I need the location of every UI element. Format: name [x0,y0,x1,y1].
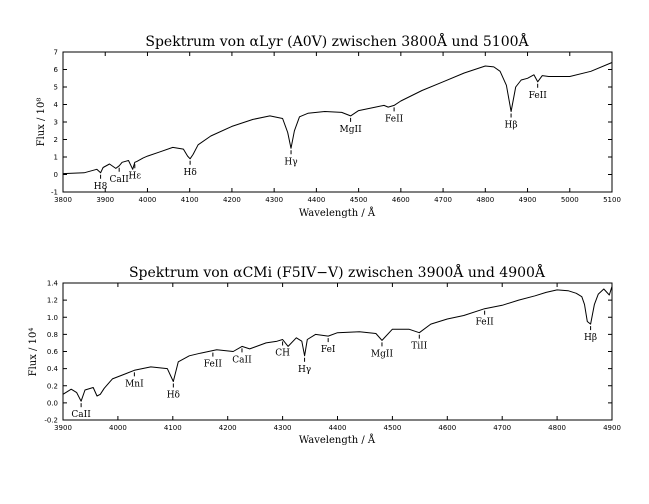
x-tick-label: 4700 [493,424,511,432]
x-axis-procyon: 3900 4000 4100 4200 4300 4400 4500 4600 4700 4800… [54,283,621,432]
line-annotation: TiII [411,342,427,352]
line-annotations-procyon: CaII MnI Hδ FeII CaII CH Hγ FeI MgII TiII FeII Hβ [71,310,597,420]
y-tick-label: 6 [54,66,59,74]
line-annotation: FeII [476,318,495,328]
spectrum-line-procyon [62,286,613,402]
x-tick-label: 3900 [96,196,114,204]
chart-title-procyon: Spektrum von αCMi (F5IV−V) zwischen 3900… [129,263,546,281]
line-annotation: MgII [371,349,394,359]
x-axis-vega: 3800 3900 4000 4100 4200 4300 4400 4500 4600 4700… [54,52,621,204]
x-tick-label: 5100 [603,196,621,204]
line-annotation: FeII [529,91,548,101]
x-tick-label: 4400 [329,424,347,432]
y-axis-label-procyon: Flux / 10⁴ [28,328,39,377]
y-tick-label: 1.4 [47,280,59,288]
spectrum-line-vega [62,62,613,175]
x-tick-label: 4000 [109,424,127,432]
line-annotation: Hβ [584,333,597,343]
y-axis-vega: -1 0 1 2 3 4 5 6 7 [51,49,612,197]
x-tick-label: 4000 [139,196,157,204]
x-tick-label: 4100 [164,424,182,432]
y-tick-label: 5 [54,84,58,92]
x-tick-label: 4300 [274,424,292,432]
y-tick-label: 0.4 [47,365,59,373]
x-tick-label: 4400 [307,196,325,204]
x-tick-label: 4600 [392,196,410,204]
y-tick-label: 0 [54,171,58,179]
line-annotation: H8 [94,182,108,192]
x-tick-label: 4900 [603,424,621,432]
y-tick-label: 0.0 [47,399,58,407]
x-axis-label-vega: Wavelength / Å [299,207,376,219]
plot-frame-procyon [62,282,613,421]
x-tick-label: 4600 [438,424,456,432]
y-tick-label: 2 [54,136,58,144]
x-tick-label: 4100 [181,196,199,204]
line-annotation: Hγ [284,157,297,167]
y-tick-label: 3 [54,119,58,127]
chart-procyon-spectrum: Spektrum von αCMi (F5IV−V) zwischen 3900… [28,263,621,446]
y-tick-label: -1 [51,189,58,197]
x-tick-label: 4200 [219,424,237,432]
y-tick-label: 7 [54,49,58,57]
line-annotation: MgII [340,125,363,135]
line-annotation: MnI [125,379,144,389]
x-tick-label: 3900 [54,424,72,432]
chart-vega-spectrum: Spektrum von αLyr (A0V) zwischen 3800Å u… [36,32,621,219]
line-annotation: CaII [71,410,91,420]
line-annotation: Hδ [167,390,180,400]
line-annotation: FeI [321,345,336,355]
line-annotation: Hδ [183,168,196,178]
y-tick-label: 4 [54,101,59,109]
line-annotation: FeII [385,114,404,124]
line-annotation: FeII [204,360,223,370]
y-axis-label-vega: Flux / 10⁸ [36,98,47,147]
x-tick-label: 3800 [54,196,72,204]
plot-frame-vega [62,51,613,193]
x-tick-label: 5000 [561,196,579,204]
x-tick-label: 4800 [476,196,494,204]
x-tick-label: 4200 [223,196,241,204]
line-annotation: Hβ [505,121,518,131]
y-tick-label: -0.2 [44,417,58,425]
line-annotation: Hγ [298,365,311,375]
y-tick-label: 0.8 [47,331,58,339]
x-tick-label: 4500 [350,196,368,204]
y-tick-label: 1 [54,154,58,162]
y-tick-label: 1.0 [47,314,58,322]
x-tick-label: 4700 [434,196,452,204]
line-annotation: CaII [109,175,129,185]
line-annotation: CH [275,349,290,359]
line-annotation: CaII [232,355,252,365]
x-tick-label: 4900 [519,196,537,204]
y-tick-label: 1.2 [47,297,58,305]
chart-title-vega: Spektrum von αLyr (A0V) zwischen 3800Å u… [145,32,529,50]
x-axis-label-procyon: Wavelength / Å [299,434,376,446]
y-tick-label: 0.2 [47,382,58,390]
y-tick-label: 0.6 [47,348,59,356]
x-tick-label: 4800 [548,424,566,432]
y-axis-procyon: -0.2 0.0 0.2 0.4 0.6 0.8 1.0 1.2 1.4 [44,280,612,425]
x-tick-label: 4500 [383,424,401,432]
x-tick-label: 4300 [265,196,283,204]
line-annotation: Hε [129,171,142,181]
